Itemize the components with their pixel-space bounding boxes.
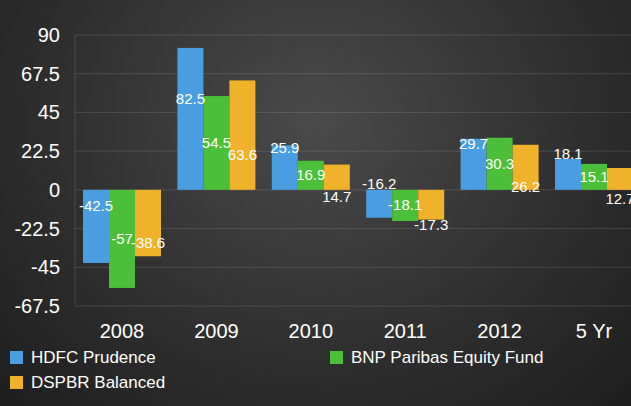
x-tick-label: 2012 xyxy=(477,320,522,342)
x-tick-label: 5 Yr xyxy=(576,320,613,342)
data-label: -16.2 xyxy=(362,175,396,192)
x-tick-label: 2011 xyxy=(384,320,427,342)
data-label: -17.3 xyxy=(414,216,448,233)
y-tick-label: -45 xyxy=(31,256,60,278)
bar xyxy=(324,165,350,190)
data-label: 82.5 xyxy=(176,90,205,107)
data-label: 29.7 xyxy=(459,135,488,152)
data-label: 63.6 xyxy=(228,146,257,163)
bar xyxy=(177,48,203,190)
legend-label: DSPBR Balanced xyxy=(31,373,165,392)
data-label: 18.1 xyxy=(553,145,582,162)
x-tick-label: 2009 xyxy=(194,320,239,342)
x-tick-label: 2010 xyxy=(289,320,334,342)
bar xyxy=(229,80,255,189)
legend-label: BNP Paribas Equity Fund xyxy=(351,348,543,367)
data-label: -57 xyxy=(111,230,133,247)
y-tick-label: 67.5 xyxy=(21,63,60,85)
y-tick-label: 22.5 xyxy=(21,140,60,162)
data-label: 25.9 xyxy=(270,139,299,156)
data-label: -38.6 xyxy=(131,234,165,251)
grid-line xyxy=(75,306,631,307)
data-label: -18.1 xyxy=(388,196,422,213)
y-tick-label: 0 xyxy=(49,179,60,201)
data-label: 15.1 xyxy=(579,168,608,185)
y-tick-label: -67.5 xyxy=(14,295,60,317)
data-label: 26.2 xyxy=(511,178,540,195)
grid-line xyxy=(75,35,631,36)
data-label: 12.7 xyxy=(605,190,631,207)
legend-swatch xyxy=(10,376,23,389)
grid-line xyxy=(75,267,631,268)
legend-swatch xyxy=(10,351,23,364)
grid-line xyxy=(75,112,631,113)
data-label: 30.3 xyxy=(485,155,514,172)
grid-line xyxy=(75,73,631,74)
data-label: 54.5 xyxy=(202,134,231,151)
data-label: 16.9 xyxy=(296,166,325,183)
bar xyxy=(555,159,581,190)
y-tick-label: 90 xyxy=(38,24,60,46)
y-tick-label: 45 xyxy=(38,101,60,123)
grid-line xyxy=(75,151,631,152)
x-tick-label: 2008 xyxy=(100,320,145,342)
chart: -67.5 -45 -22.5 0 22.5 45 67.5 90 -42.5 82.5 25.9 -… xyxy=(0,0,631,406)
axis-line xyxy=(75,35,76,306)
legend-label: HDFC Prudence xyxy=(31,348,156,367)
legend-swatch xyxy=(330,351,343,364)
y-tick-label: -22.5 xyxy=(14,218,60,240)
data-label: 14.7 xyxy=(322,188,351,205)
data-label: -42.5 xyxy=(79,197,113,214)
bar xyxy=(607,168,631,190)
bars xyxy=(83,48,631,288)
